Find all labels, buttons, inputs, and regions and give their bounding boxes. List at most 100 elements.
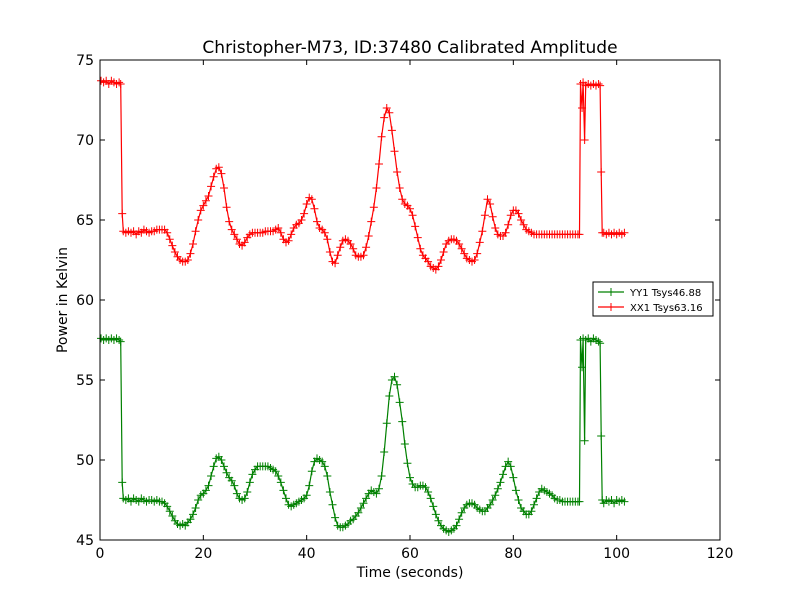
data-point xyxy=(478,227,487,236)
data-point xyxy=(387,126,396,135)
data-point xyxy=(390,147,399,156)
data-point xyxy=(493,484,502,493)
data-point xyxy=(282,494,290,503)
data-point xyxy=(429,502,438,511)
data-point xyxy=(470,256,479,264)
data-point xyxy=(457,244,466,253)
data-point xyxy=(165,507,174,516)
data-point xyxy=(191,227,200,236)
data-point xyxy=(406,473,414,482)
data-point xyxy=(421,483,430,492)
data-point xyxy=(439,248,448,256)
data-point xyxy=(165,235,174,244)
data-point xyxy=(473,249,482,258)
data-point xyxy=(305,481,314,490)
data-point xyxy=(491,491,500,500)
data-point xyxy=(297,216,306,224)
data-point xyxy=(230,230,239,239)
data-point xyxy=(395,398,404,407)
data-point xyxy=(354,508,363,517)
data-point xyxy=(413,233,422,242)
data-point xyxy=(170,248,179,256)
data-point xyxy=(220,462,228,471)
data-point xyxy=(189,240,197,248)
data-point xyxy=(362,494,371,503)
data-point xyxy=(307,467,316,476)
data-point xyxy=(486,200,495,208)
data-point xyxy=(331,513,340,522)
data-point xyxy=(504,457,513,466)
data-point xyxy=(496,478,505,487)
data-point xyxy=(452,521,461,530)
ticks-layer: 0 20 40 60 80 100 120 45 50 55 60 65 70 75 xyxy=(76,53,733,562)
x-tick-label: 100 xyxy=(603,546,630,562)
data-point xyxy=(302,200,311,208)
data-point xyxy=(320,462,329,471)
data-point xyxy=(201,196,210,205)
data-point xyxy=(457,508,466,517)
x-tick-label: 80 xyxy=(504,546,522,562)
data-point xyxy=(372,184,381,192)
data-point xyxy=(209,172,218,181)
data-point xyxy=(248,470,257,479)
data-point xyxy=(434,516,443,525)
data-point xyxy=(506,211,515,220)
data-point xyxy=(367,217,376,226)
data-point xyxy=(426,494,435,503)
data-point xyxy=(336,243,345,252)
data-point xyxy=(382,419,391,428)
data-point xyxy=(243,488,252,496)
y-axis-title: Power in Kelvin xyxy=(55,247,71,353)
data-point xyxy=(115,78,124,87)
data-point xyxy=(194,216,203,224)
data-point xyxy=(375,160,383,168)
data-point xyxy=(455,240,464,248)
data-point xyxy=(596,81,605,90)
data-point xyxy=(369,203,378,212)
data-point xyxy=(325,488,334,496)
data-point xyxy=(217,456,226,464)
data-point xyxy=(385,108,394,117)
y-tick-label: 75 xyxy=(76,53,94,69)
data-point xyxy=(362,243,371,252)
data-point xyxy=(597,432,606,440)
data-point xyxy=(580,436,589,445)
x-axis-title: Time (seconds) xyxy=(356,565,464,581)
data-point xyxy=(356,504,365,512)
data-point xyxy=(333,251,342,260)
data-point xyxy=(620,497,629,506)
data-point xyxy=(499,470,507,479)
data-point xyxy=(209,462,218,471)
y-tick-label: 60 xyxy=(76,293,94,309)
plot-area: 0 20 40 60 80 100 120 45 50 55 60 65 70 75 xyxy=(76,53,733,562)
data-point xyxy=(163,502,172,511)
data-point xyxy=(578,363,587,372)
data-point xyxy=(398,417,407,426)
data-point xyxy=(620,228,629,237)
data-point xyxy=(375,484,383,493)
data-point xyxy=(504,220,513,229)
data-point xyxy=(310,204,319,213)
data-point xyxy=(385,392,394,400)
data-point xyxy=(393,168,402,176)
data-point xyxy=(377,472,386,480)
data-point xyxy=(575,230,584,239)
data-point xyxy=(227,476,236,485)
data-point xyxy=(331,259,340,268)
data-point xyxy=(118,478,127,487)
data-point xyxy=(580,136,589,144)
data-point xyxy=(328,500,337,509)
data-point xyxy=(359,499,368,508)
data-point xyxy=(393,380,402,389)
legend: YY1 Tsys46.88 XX1 Tsys63.16 xyxy=(592,281,714,317)
data-point xyxy=(594,80,603,88)
data-point xyxy=(199,201,208,210)
data-point xyxy=(168,512,177,520)
data-point xyxy=(227,225,236,234)
data-point xyxy=(276,228,285,237)
series-layer xyxy=(97,76,629,536)
data-point xyxy=(483,195,492,204)
legend-entries: YY1 Tsys46.88 XX1 Tsys63.16 xyxy=(598,288,703,314)
y-tick-label: 50 xyxy=(76,453,94,469)
data-point xyxy=(380,113,389,122)
